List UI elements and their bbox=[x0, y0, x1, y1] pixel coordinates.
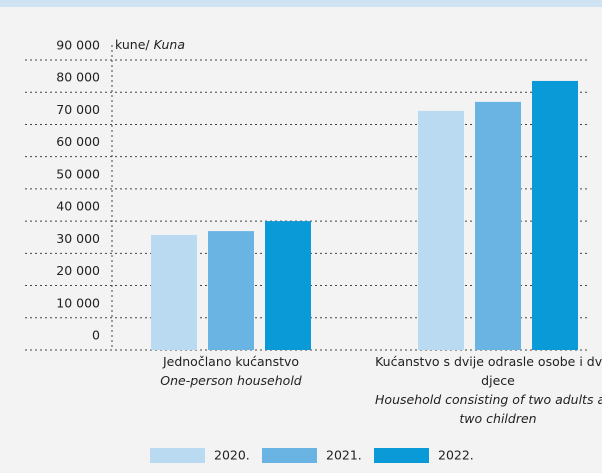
y-tick-label: 60 000 bbox=[56, 134, 100, 149]
bar bbox=[208, 231, 254, 350]
category-name-en: Household consisting of two adults and t… bbox=[375, 392, 602, 426]
legend-swatch bbox=[374, 448, 429, 463]
y-tick-label: 40 000 bbox=[56, 199, 100, 214]
bar bbox=[151, 234, 197, 350]
unit-label: kune/Kuna bbox=[115, 37, 185, 52]
category-name: Kućanstvo s dvije odrasle osobe i dvoje … bbox=[375, 354, 602, 388]
unit-label-hr: kune/ bbox=[115, 37, 150, 52]
legend-swatch bbox=[150, 448, 205, 463]
y-tick-label: 30 000 bbox=[56, 231, 100, 246]
unit-label-en: Kuna bbox=[154, 37, 185, 52]
category-label: Kućanstvo s dvije odrasle osobe i dvoje … bbox=[373, 352, 602, 428]
y-tick-label: 10 000 bbox=[56, 295, 100, 310]
bar bbox=[475, 101, 521, 350]
legend-label: 2022. bbox=[438, 448, 474, 463]
y-tick-label: 20 000 bbox=[56, 263, 100, 278]
y-tick-label: 70 000 bbox=[56, 102, 100, 117]
category-label: Jednočlano kućanstvo One-person household bbox=[106, 352, 356, 390]
y-tick-label: 50 000 bbox=[56, 166, 100, 181]
y-tick-label: 80 000 bbox=[56, 70, 100, 85]
bar bbox=[532, 80, 578, 350]
category-name: Jednočlano kućanstvo bbox=[162, 354, 300, 369]
legend-label: 2021. bbox=[326, 448, 362, 463]
legend-label: 2020. bbox=[214, 448, 250, 463]
y-tick-label: 90 000 bbox=[56, 38, 100, 53]
category-name-en: One-person household bbox=[160, 373, 302, 388]
top-band bbox=[0, 0, 602, 7]
legend-swatch bbox=[262, 448, 317, 463]
bar bbox=[265, 221, 311, 350]
bar bbox=[418, 110, 464, 351]
y-tick-label: 0 bbox=[92, 328, 100, 343]
